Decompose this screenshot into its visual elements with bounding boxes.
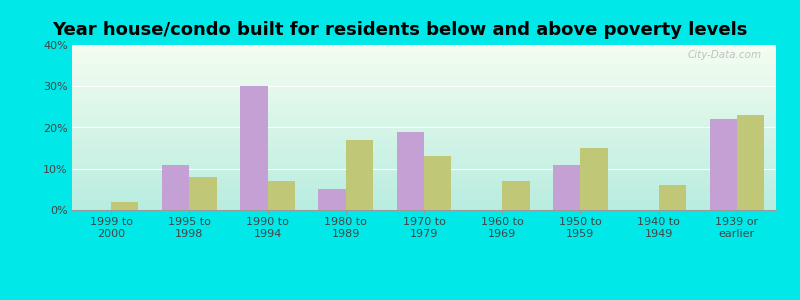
Bar [581,148,608,210]
Bar [710,119,737,210]
Bar [397,132,424,210]
Bar [658,185,686,210]
Bar [240,86,267,210]
Bar [737,115,764,210]
Text: City-Data.com: City-Data.com [688,50,762,60]
Bar [318,189,346,210]
Bar [553,165,581,210]
Bar [346,140,373,210]
Bar [162,165,190,210]
Bar [267,181,295,210]
Bar [190,177,217,210]
Bar [502,181,530,210]
Text: Year house/condo built for residents below and above poverty levels: Year house/condo built for residents bel… [52,21,748,39]
Bar [111,202,138,210]
Bar [424,156,451,210]
